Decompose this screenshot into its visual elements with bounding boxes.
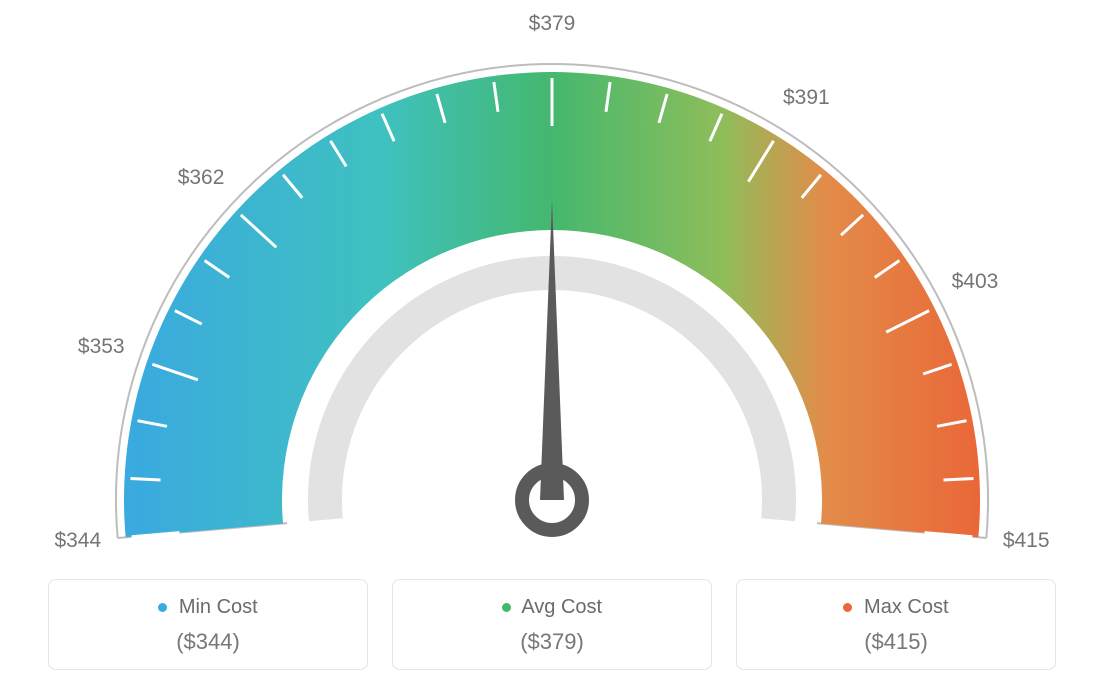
legend-title-max: Max Cost (747, 596, 1045, 619)
gauge-tick-label: $391 (783, 86, 830, 110)
legend-value-max: ($415) (747, 629, 1045, 655)
gauge-area: $344 $353 $362 $379 $391 $403 $415 (0, 0, 1104, 560)
legend-title-min: Min Cost (59, 596, 357, 619)
gauge-tick-label: $362 (178, 166, 225, 190)
legend-row: Min Cost ($344) Avg Cost ($379) Max Cost… (0, 579, 1104, 670)
gauge-tick-label: $379 (529, 12, 576, 36)
legend-title-avg: Avg Cost (403, 596, 701, 619)
cost-gauge-chart: $344 $353 $362 $379 $391 $403 $415 Min Cost ($… (0, 0, 1104, 690)
dot-icon (158, 603, 167, 612)
legend-card-avg: Avg Cost ($379) (392, 579, 712, 670)
gauge-tick-label: $415 (1003, 529, 1050, 553)
gauge-tick-label: $353 (78, 335, 125, 359)
legend-value-avg: ($379) (403, 629, 701, 655)
dot-icon (502, 603, 511, 612)
legend-title-text: Min Cost (179, 596, 258, 618)
gauge-svg (0, 0, 1104, 560)
dot-icon (843, 603, 852, 612)
legend-card-min: Min Cost ($344) (48, 579, 368, 670)
gauge-tick-label: $403 (952, 270, 999, 294)
legend-value-min: ($344) (59, 629, 357, 655)
legend-title-text: Avg Cost (521, 596, 602, 618)
legend-card-max: Max Cost ($415) (736, 579, 1056, 670)
legend-title-text: Max Cost (864, 596, 948, 618)
gauge-tick-label: $344 (54, 529, 101, 553)
